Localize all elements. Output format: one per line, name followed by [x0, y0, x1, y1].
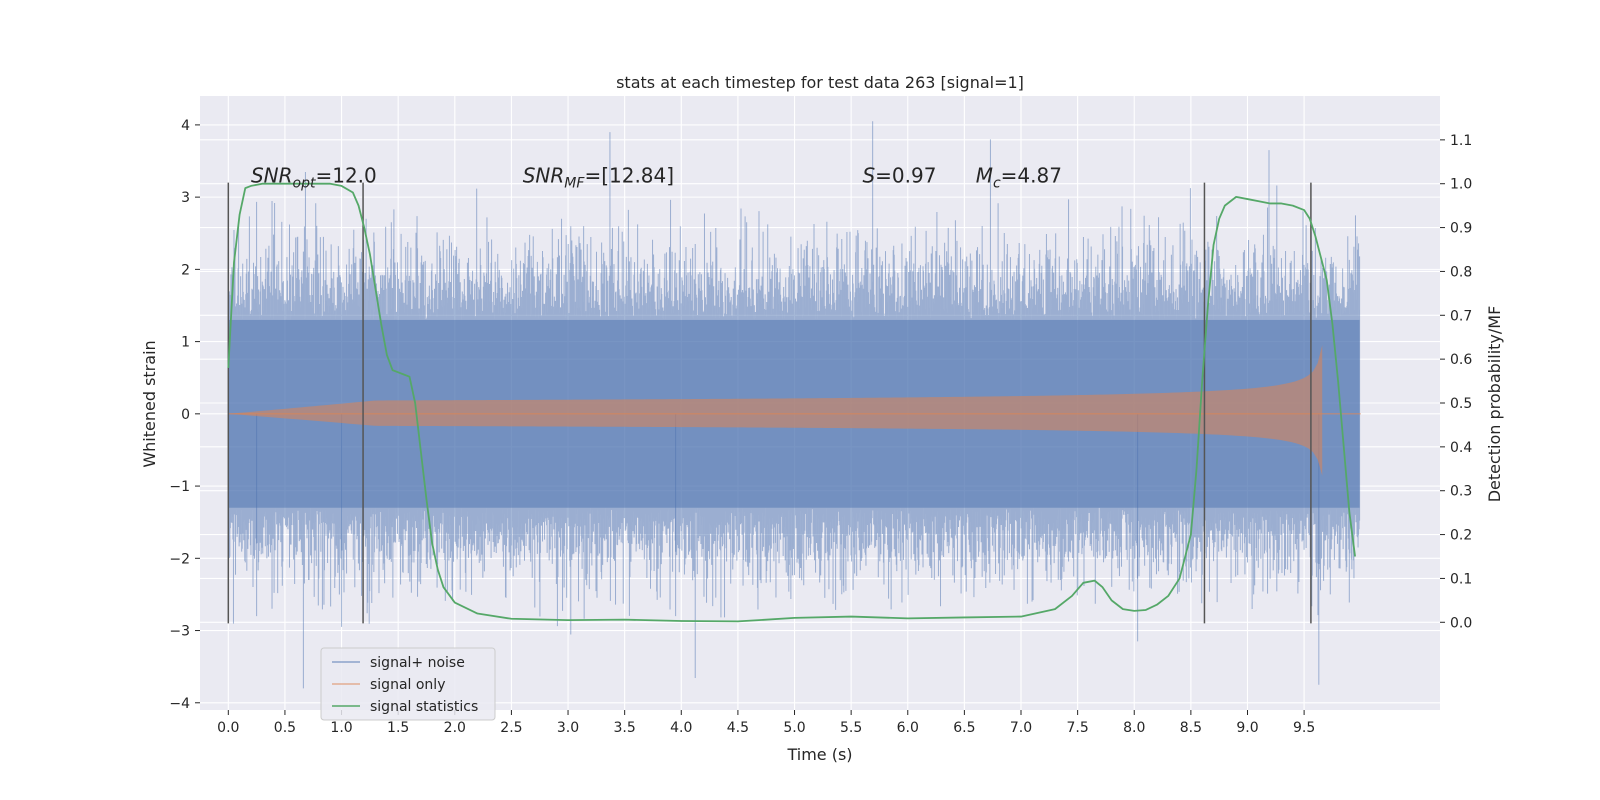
y-right-tick-label: 0.3	[1450, 484, 1472, 500]
legend: signal+ noise signal only signal statist…	[320, 647, 496, 721]
x-tick-label: 6.5	[953, 720, 975, 736]
x-tick-label: 2.0	[444, 720, 466, 736]
y-tick-label: 2	[181, 262, 190, 278]
statistics-series-layer	[227, 182, 1356, 623]
y-axis-label-right: Detection probability/MF	[1485, 306, 1504, 503]
legend-label-signal-noise: signal+ noise	[370, 655, 465, 671]
y-tick-label: −3	[169, 624, 190, 640]
x-tick-label: 0.0	[217, 720, 239, 736]
legend-label-signal-only: signal only	[370, 677, 445, 693]
x-tick-label: 7.0	[1010, 720, 1032, 736]
vertical-markers	[227, 182, 1312, 624]
x-tick-label: 5.5	[840, 720, 862, 736]
x-tick-label: 3.5	[614, 720, 636, 736]
x-tick-label: 6.0	[897, 720, 919, 736]
x-tick-label: 5.0	[783, 720, 805, 736]
y-right-tick-label: 0.6	[1450, 352, 1472, 368]
annotations: SNRopt=12.0 SNRMF=[12.84] S=0.97 Mc=4.87	[251, 164, 1062, 192]
x-tick-label: 8.0	[1123, 720, 1145, 736]
x-tick-label: 8.5	[1180, 720, 1202, 736]
y-right-tick-label: 0.1	[1450, 571, 1472, 587]
y-right-tick-label: 0.0	[1450, 615, 1472, 631]
x-tick-label: 1.5	[387, 720, 409, 736]
signal-only-envelope	[228, 345, 1323, 476]
x-tick-label: 9.5	[1293, 720, 1315, 736]
y-right-tick-label: 0.9	[1450, 221, 1472, 237]
y-tick-label: −1	[169, 479, 190, 495]
y-right-tick-label: 0.4	[1450, 440, 1472, 456]
y-tick-label: −2	[169, 551, 190, 567]
legend-label-signal-statistics: signal statistics	[370, 699, 478, 715]
x-tick-label: 7.5	[1066, 720, 1088, 736]
y-right-tick-label: 0.8	[1450, 264, 1472, 280]
y-tick-label: 0	[181, 407, 190, 423]
y-right-tick-label: 1.0	[1450, 177, 1472, 193]
y-right-tick-label: 0.2	[1450, 528, 1472, 544]
x-tick-label: 1.0	[330, 720, 352, 736]
y-tick-label: 3	[181, 190, 190, 206]
y-axis-label: Whitened strain	[140, 340, 159, 467]
x-tick-label: 4.5	[727, 720, 749, 736]
y-tick-label: −4	[169, 696, 190, 712]
x-tick-label: 0.5	[274, 720, 296, 736]
x-tick-label: 3.0	[557, 720, 579, 736]
annotation-text: SNRopt=12.0	[251, 164, 377, 192]
x-tick-label: 2.5	[500, 720, 522, 736]
ticks: 0.0 0.5 1.0 1.5 2.0 2.5 3.0 3.5 4.0 4.5 5.0 5.5 6.0 6…	[169, 118, 1472, 736]
y-right-tick-label: 1.1	[1450, 133, 1472, 149]
y-right-tick-label: 0.7	[1450, 308, 1472, 324]
x-tick-label: 9.0	[1236, 720, 1258, 736]
y-right-tick-label: 0.5	[1450, 396, 1472, 412]
y-tick-label: 1	[181, 335, 190, 351]
annotation-text: Mc=4.87	[976, 164, 1062, 192]
annotation-text: S=0.97	[862, 164, 936, 188]
annotation-text: SNRMF=[12.84]	[523, 164, 674, 192]
x-axis-label: Time (s)	[786, 745, 852, 764]
y-tick-label: 4	[181, 118, 190, 134]
legend-box	[320, 647, 496, 721]
x-tick-label: 4.0	[670, 720, 692, 736]
chart-title: stats at each timestep for test data 263…	[616, 73, 1024, 92]
signal-statistics-line	[227, 182, 1356, 623]
